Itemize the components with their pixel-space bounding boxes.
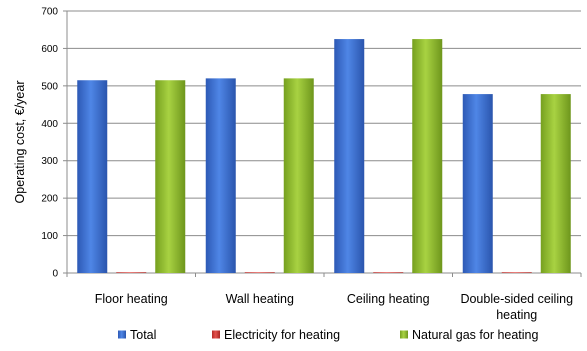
y-tick-label: 300 xyxy=(41,156,58,167)
bars xyxy=(77,39,571,274)
legend-swatch xyxy=(212,330,220,339)
bar-total xyxy=(462,94,493,273)
legend-label: Total xyxy=(130,328,156,342)
y-tick-label: 500 xyxy=(41,81,58,92)
legend-label: Natural gas for heating xyxy=(412,328,539,342)
bar-electricity-for-heating xyxy=(373,272,404,273)
y-tick-labels: 0 100 200 300 400 500 600 700 xyxy=(41,7,58,280)
y-tick-label: 600 xyxy=(41,44,58,55)
bar-natural-gas-for-heating xyxy=(283,78,314,273)
axes xyxy=(63,10,582,277)
legend-label: Electricity for heating xyxy=(224,328,340,342)
y-tick-label: 700 xyxy=(41,7,58,18)
bar-electricity-for-heating xyxy=(501,272,532,273)
bar-total xyxy=(205,78,236,273)
x-category-label-line: Double-sided ceiling xyxy=(460,292,573,306)
x-category-label-line: heating xyxy=(496,308,537,322)
x-category-label: Wall heating xyxy=(226,292,294,306)
bar-electricity-for-heating xyxy=(116,272,147,273)
x-category-label: Ceiling heating xyxy=(347,292,430,306)
y-tick-label: 0 xyxy=(52,269,58,280)
bar-natural-gas-for-heating xyxy=(540,94,571,273)
y-tick-label: 400 xyxy=(41,119,58,130)
legend-swatch xyxy=(118,330,126,339)
x-category-labels: Floor heating Wall heating Ceiling heating… xyxy=(95,292,573,322)
y-tick-label: 200 xyxy=(41,194,58,205)
legend-swatch xyxy=(400,330,408,339)
bar-electricity-for-heating xyxy=(244,272,275,273)
legend: Total Electricity for heating Natural gas … xyxy=(118,328,539,342)
x-category-label-line: Floor heating xyxy=(95,292,168,306)
y-tick-label: 100 xyxy=(41,231,58,242)
bar-total xyxy=(334,39,365,274)
y-axis-label: Operating cost, €/year xyxy=(13,81,27,204)
x-category-label: Double-sided ceiling heating xyxy=(460,292,573,322)
gridlines xyxy=(67,10,581,237)
bar-total xyxy=(77,80,108,273)
legend-item: Natural gas for heating xyxy=(400,328,539,342)
x-category-label-line: Ceiling heating xyxy=(347,292,430,306)
bar-natural-gas-for-heating xyxy=(412,39,443,274)
x-category-label: Floor heating xyxy=(95,292,168,306)
legend-item: Electricity for heating xyxy=(212,328,340,342)
bar-natural-gas-for-heating xyxy=(155,80,186,273)
x-category-label-line: Wall heating xyxy=(226,292,294,306)
legend-item: Total xyxy=(118,328,156,342)
